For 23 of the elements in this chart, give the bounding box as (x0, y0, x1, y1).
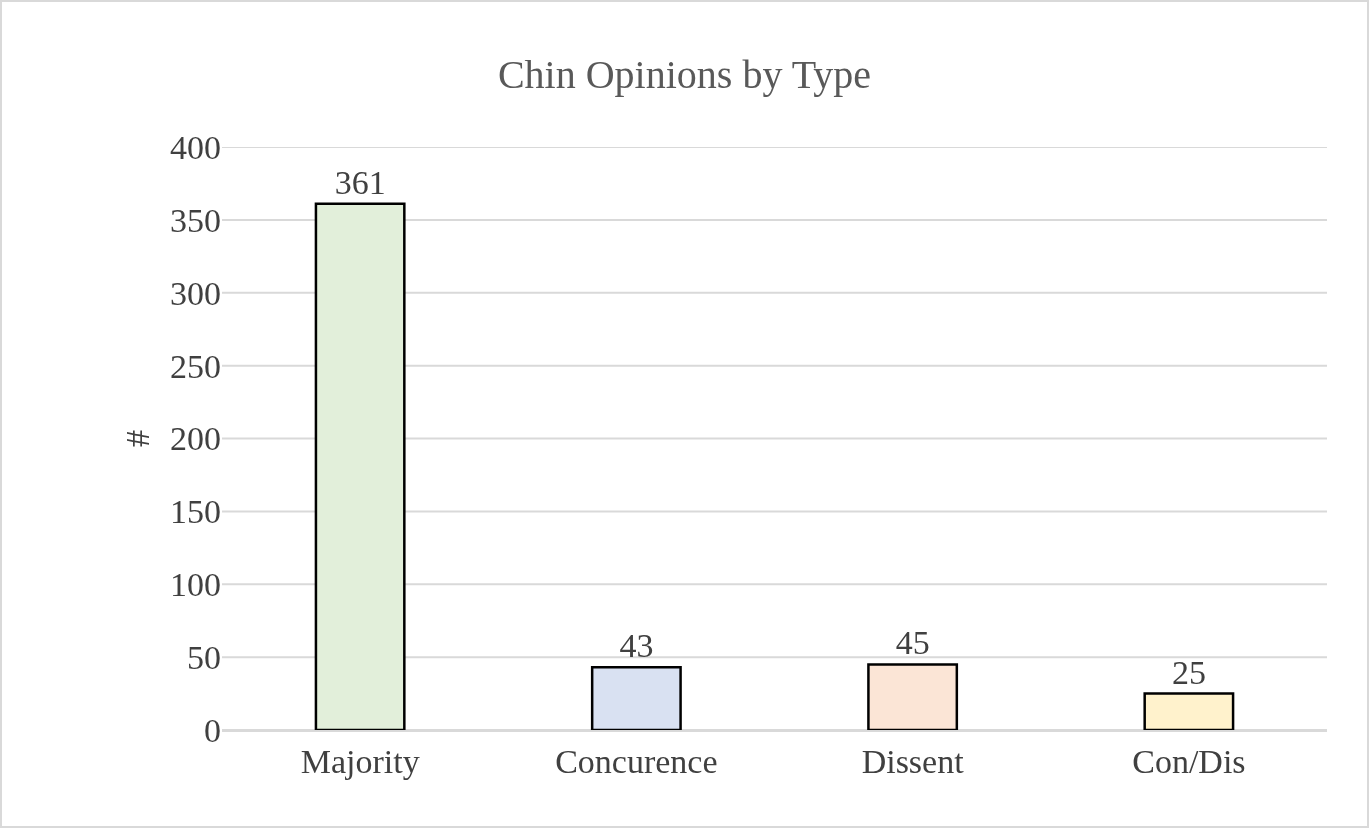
x-tick-label: Con/Dis (1132, 742, 1246, 780)
y-axis-title: # (118, 430, 156, 447)
x-tick-label: Concurence (555, 742, 718, 780)
y-tick-label: 300 (170, 274, 221, 312)
data-label: 25 (1171, 653, 1206, 691)
y-tick-label: 150 (170, 493, 221, 531)
y-tick-label: 400 (170, 128, 221, 166)
data-label: 43 (619, 627, 654, 665)
chart-title: Chin Opinions by Type (497, 51, 872, 97)
y-tick-label: 0 (204, 711, 221, 749)
bar (1143, 692, 1235, 730)
x-tick-label: Majority (300, 742, 420, 780)
y-tick-label: 350 (170, 201, 221, 239)
data-label: 45 (895, 624, 930, 662)
bar (314, 202, 406, 730)
bar (590, 666, 682, 730)
data-label: 361 (334, 163, 386, 201)
x-tick-label: Dissent (861, 742, 965, 780)
y-tick-label: 200 (170, 420, 221, 458)
bar (867, 663, 959, 730)
y-tick-label: 100 (170, 566, 221, 604)
y-tick-label: 50 (187, 639, 221, 677)
y-tick-label: 250 (170, 347, 221, 385)
